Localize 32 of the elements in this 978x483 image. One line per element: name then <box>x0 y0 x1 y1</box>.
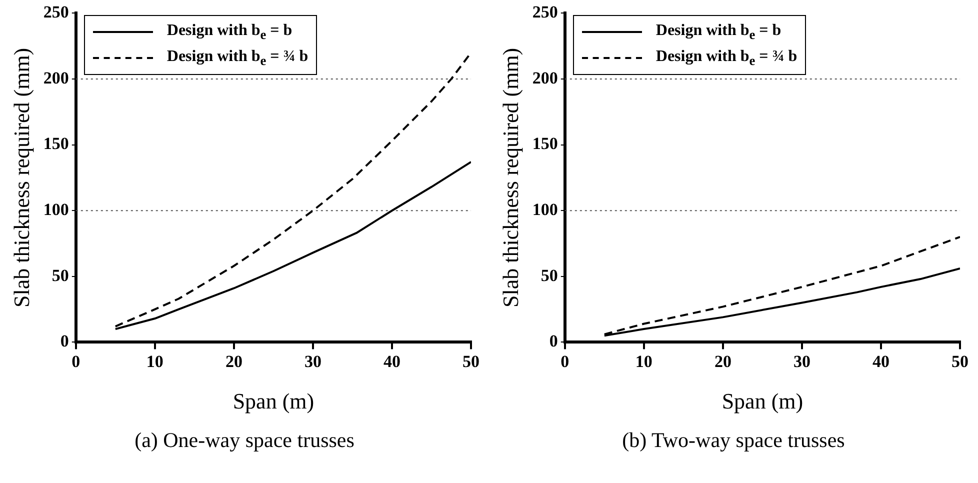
legend-label: Design with b$_{e}$ = b <box>166 22 292 43</box>
x-tick-label: 50 <box>462 352 480 371</box>
y-tick-label: 50 <box>540 266 558 285</box>
y-axis-title: Slab thickness required (mm) <box>8 48 34 308</box>
y-axis-title: Slab thickness required (mm) <box>498 48 523 308</box>
x-tick-label: 20 <box>225 352 242 371</box>
y-tick-label: 100 <box>43 200 69 219</box>
y-tick-label: 200 <box>532 68 558 88</box>
y-tick-label: 150 <box>43 134 69 154</box>
x-tick-label: 20 <box>714 352 732 371</box>
y-tick-label: 150 <box>532 134 558 154</box>
x-tick-label: 40 <box>872 352 890 371</box>
y-tick-label: 200 <box>43 68 69 88</box>
x-axis-title: Span (m) <box>232 388 314 414</box>
x-tick-label: 10 <box>146 352 164 371</box>
x-tick-label: 50 <box>952 352 968 371</box>
text: (b) Two-way space trusses <box>621 428 846 453</box>
x-tick-label: 40 <box>383 352 400 371</box>
y-tick-label: 250 <box>532 2 558 22</box>
y-tick-label: 100 <box>532 200 558 219</box>
y-tick-label: 250 <box>43 2 69 22</box>
text: (a) One-way space trusses <box>134 428 356 453</box>
legend-label: Design with b$_{e}$ = b <box>656 22 782 43</box>
legend-label: Design with b$_{e}$ = ¾ b <box>656 48 798 69</box>
x-tick-label: 10 <box>635 352 652 371</box>
y-tick-label: 50 <box>52 266 69 285</box>
x-axis-title: Span (m) <box>722 388 804 414</box>
y-tick-label: 0 <box>549 332 558 351</box>
y-tick-label: 0 <box>60 332 69 351</box>
x-tick-label: 30 <box>304 352 322 371</box>
legend-label: Design with b$_{e}$ = ¾ b <box>166 48 308 69</box>
x-tick-label: 30 <box>793 352 810 371</box>
